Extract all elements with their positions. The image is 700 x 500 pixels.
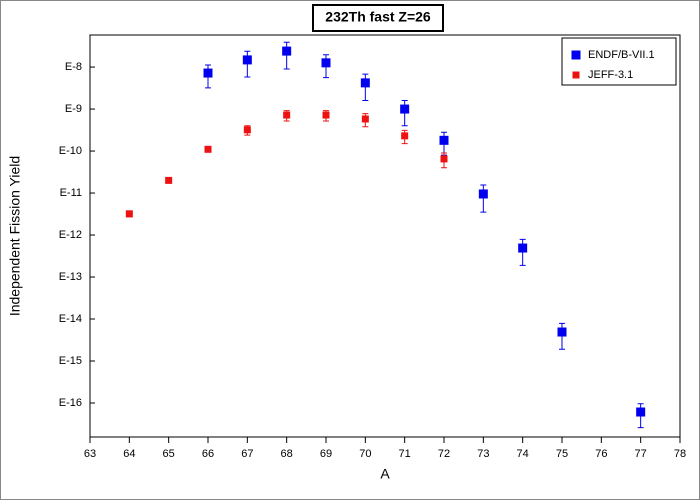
- x-tick-label: 70: [359, 448, 371, 460]
- marker: [203, 68, 213, 78]
- marker: [321, 58, 331, 68]
- y-tick-label: E-8: [65, 61, 82, 73]
- x-tick-label: 73: [477, 448, 489, 460]
- y-tick-label: E-16: [59, 397, 82, 409]
- marker: [518, 243, 528, 253]
- y-tick-label: E-13: [59, 271, 82, 283]
- marker: [243, 126, 251, 134]
- marker: [204, 145, 212, 153]
- legend-label: ENDF/B-VII.1: [588, 49, 655, 61]
- marker: [439, 135, 449, 145]
- y-tick-label: E-10: [59, 145, 82, 157]
- y-tick-label: E-11: [60, 187, 82, 199]
- y-tick-label: E-12: [59, 229, 82, 241]
- x-tick-label: 75: [556, 448, 568, 460]
- legend-box: [561, 37, 677, 86]
- y-axis-label: Independent Fission Yield: [7, 156, 23, 316]
- marker: [125, 210, 133, 218]
- marker: [242, 55, 252, 65]
- x-tick-label: 77: [635, 448, 647, 460]
- marker: [557, 327, 567, 337]
- y-tick-label: E-9: [65, 103, 82, 115]
- x-tick-label: 64: [123, 448, 135, 460]
- marker: [165, 176, 173, 184]
- legend-label: JEFF-3.1: [588, 69, 633, 81]
- marker: [400, 104, 410, 114]
- x-tick-label: 66: [202, 448, 214, 460]
- plot-area: [89, 34, 681, 438]
- y-tick-label: E-14: [59, 313, 82, 325]
- x-tick-label: 68: [281, 448, 293, 460]
- x-tick-label: 74: [517, 448, 529, 460]
- x-tick-label: 78: [674, 448, 686, 460]
- legend-marker: [571, 50, 581, 60]
- x-tick-label: 69: [320, 448, 332, 460]
- x-axis-label: A: [380, 466, 390, 482]
- y-tick-label: E-15: [59, 355, 82, 367]
- x-tick-label: 63: [84, 448, 96, 460]
- marker: [282, 46, 292, 56]
- x-tick-label: 67: [241, 448, 253, 460]
- marker: [636, 407, 646, 417]
- marker: [401, 132, 409, 140]
- x-tick-label: 76: [595, 448, 607, 460]
- legend-marker: [572, 71, 580, 79]
- marker: [322, 111, 330, 119]
- x-tick-label: 65: [163, 448, 175, 460]
- marker: [478, 189, 488, 199]
- marker: [361, 115, 369, 123]
- marker: [283, 111, 291, 119]
- x-tick-label: 72: [438, 448, 450, 460]
- title-box: [312, 4, 444, 32]
- chart-title: 232Th fast Z=26: [325, 9, 431, 25]
- x-tick-label: 71: [399, 448, 411, 460]
- marker: [360, 78, 370, 88]
- marker: [440, 155, 448, 163]
